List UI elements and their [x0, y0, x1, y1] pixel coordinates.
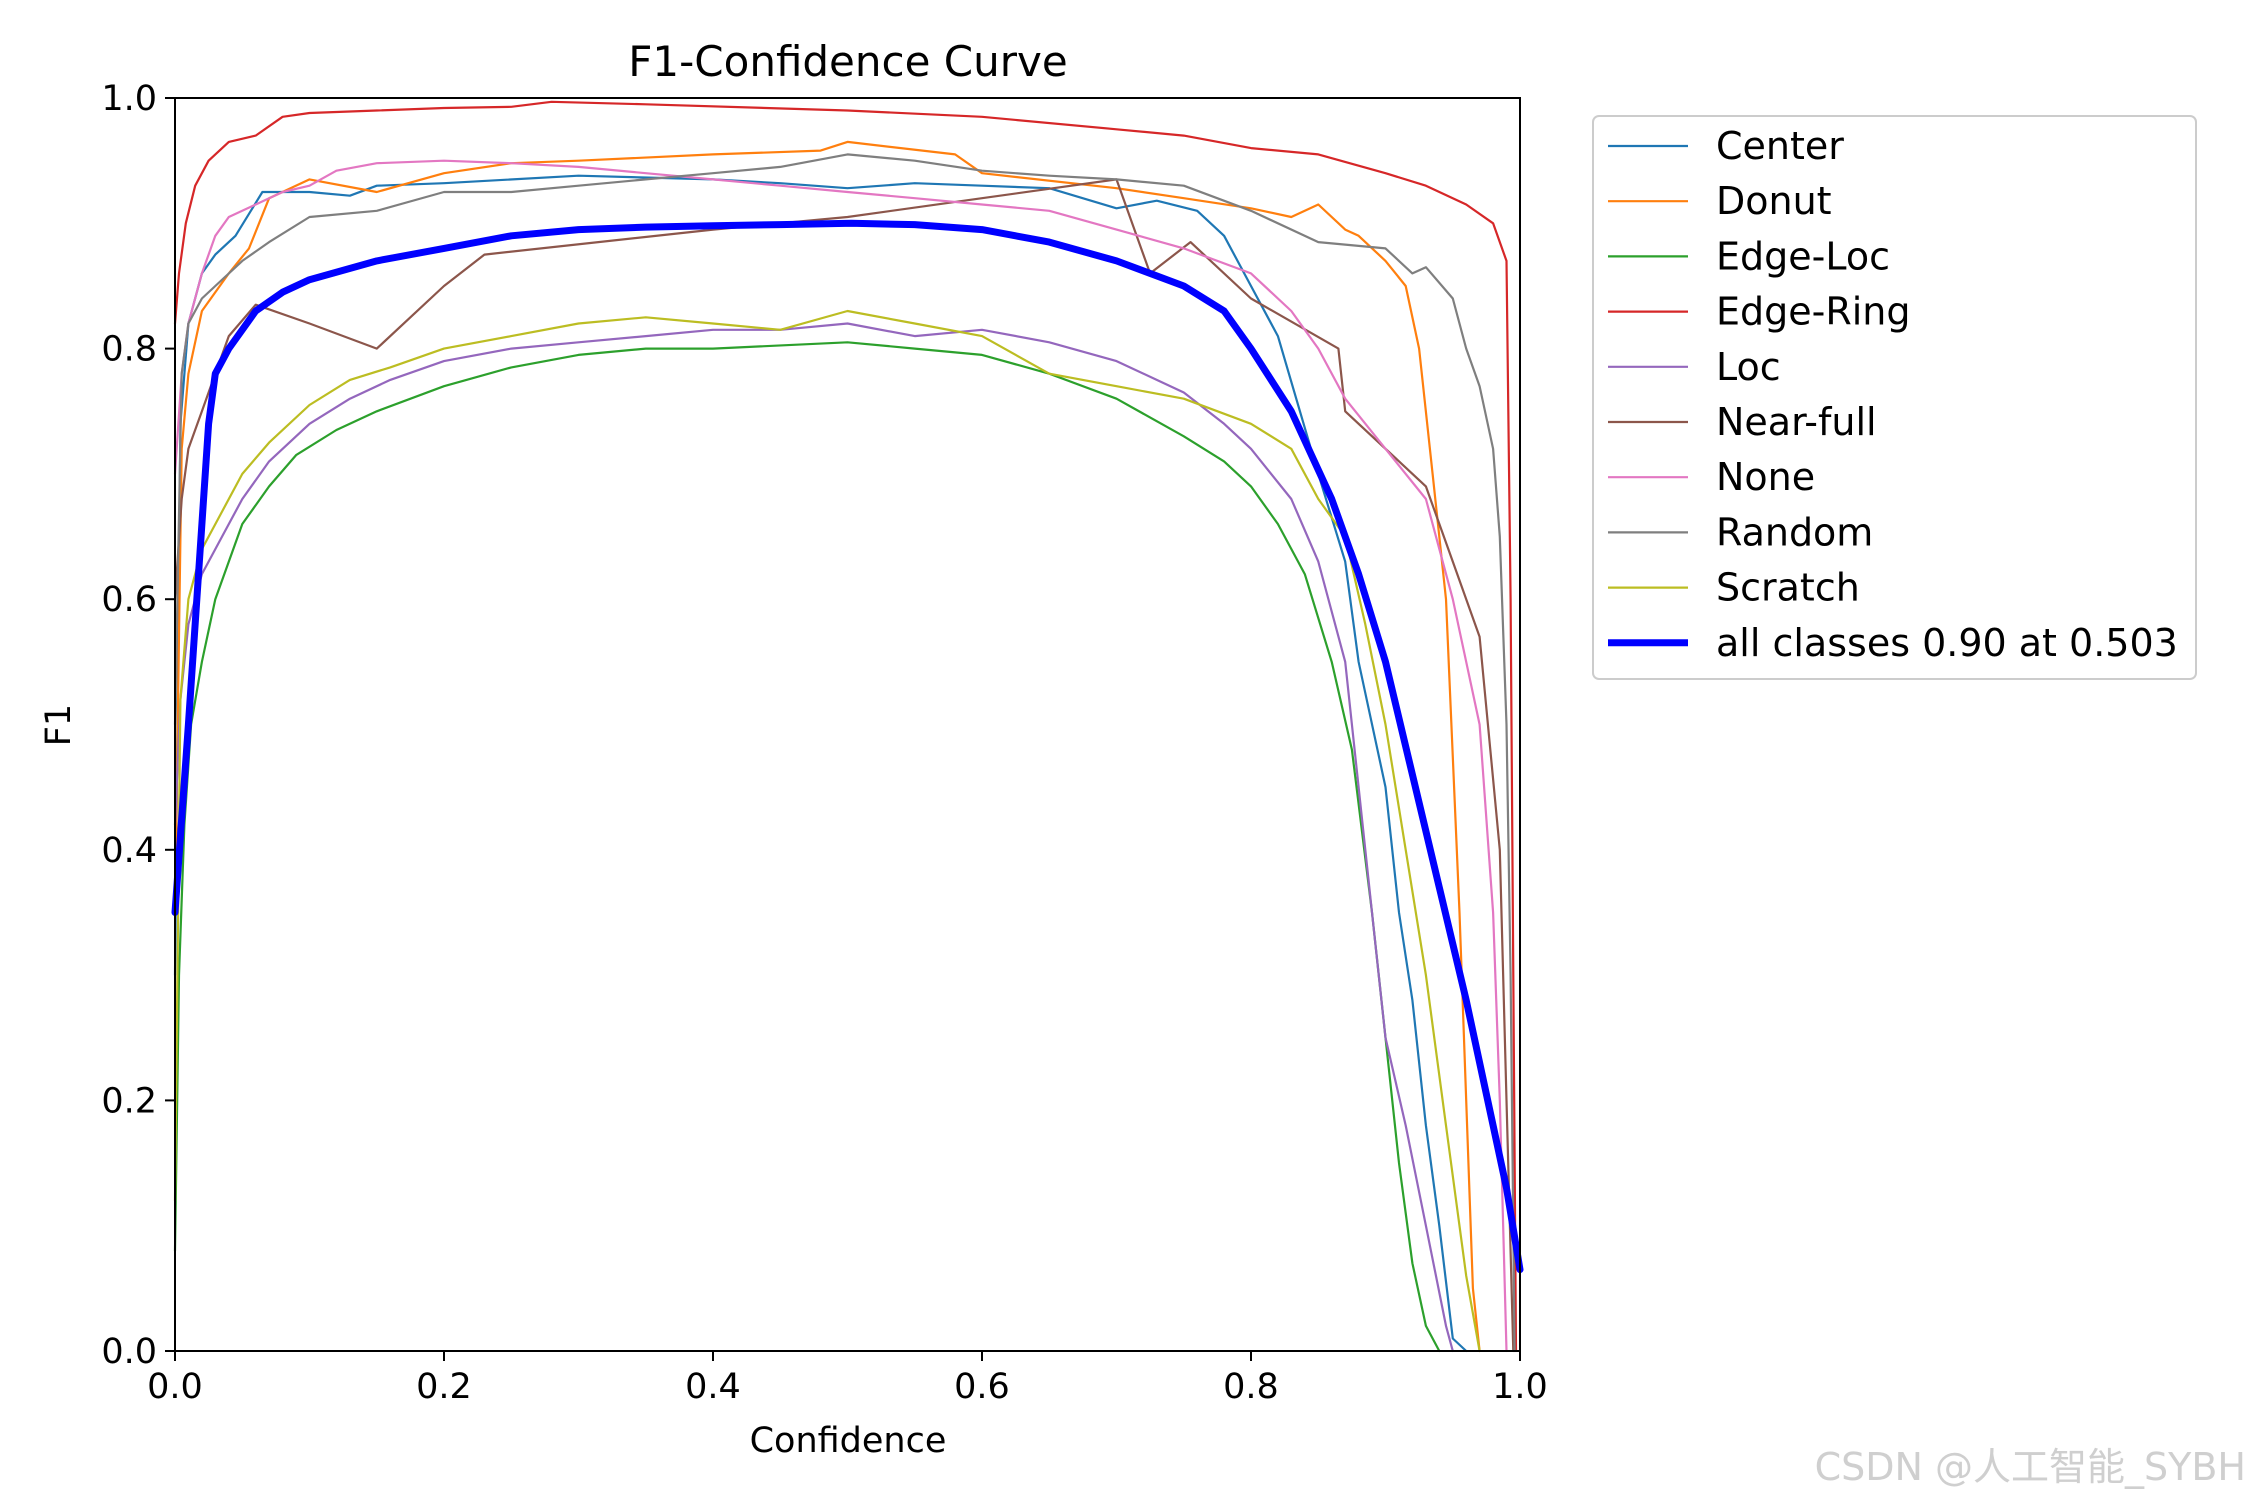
series-line-random — [173, 153, 1516, 1353]
series-line-near-full — [173, 178, 1515, 1353]
y-axis-ticks: 0.0 0.2 0.4 0.6 0.8 1.0 — [101, 79, 175, 1372]
x-tick-label: 0.4 — [685, 1367, 741, 1407]
x-axis-label: Confidence — [750, 1421, 947, 1461]
x-tick-label: 0.8 — [1223, 1367, 1279, 1407]
legend-label-scratch: Scratch — [1716, 566, 1860, 610]
series-line-all-classes-0-90-at-0-503 — [171, 219, 1524, 1274]
y-tick-label: 0.8 — [101, 330, 157, 370]
watermark-text: CSDN @人工智能_SYBH — [1815, 1445, 2246, 1489]
y-tick-label: 1.0 — [101, 79, 157, 119]
legend-label-random: Random — [1716, 510, 1873, 554]
legend: Center Donut Edge-Loc Edge-Ring Loc Near-full… — [1592, 115, 2197, 680]
legend-label-edge-ring: Edge-Ring — [1716, 290, 1911, 334]
legend-label-none: None — [1716, 455, 1815, 499]
series-line-donut — [173, 140, 1481, 1353]
legend-label-center: Center — [1716, 124, 1844, 168]
chart-title: F1-Confidence Curve — [628, 37, 1067, 86]
x-tick-label: 0.2 — [416, 1367, 472, 1407]
x-tick-label: 0.0 — [147, 1367, 203, 1407]
legend-label-near-full: Near-full — [1716, 400, 1877, 444]
series-line-scratch — [173, 309, 1481, 1353]
series-line-none — [173, 159, 1508, 1353]
y-tick-label: 0.6 — [101, 580, 157, 620]
x-axis-ticks: 0.0 0.2 0.4 0.6 0.8 1.0 — [147, 1351, 1548, 1407]
series-line-edge-ring — [173, 100, 1518, 1353]
x-tick-label: 1.0 — [1492, 1367, 1548, 1407]
legend-label-loc: Loc — [1716, 345, 1781, 389]
series-line-edge-loc — [173, 341, 1441, 1353]
y-tick-label: 0.4 — [101, 831, 157, 871]
legend-box — [1592, 115, 2197, 680]
y-tick-label: 0.2 — [101, 1081, 157, 1121]
series-line-loc — [173, 322, 1454, 1353]
legend-label-edge-loc: Edge-Loc — [1716, 234, 1890, 278]
x-tick-label: 0.6 — [954, 1367, 1010, 1407]
y-axis-label: F1 — [39, 704, 79, 746]
series-line-center — [173, 174, 1468, 1353]
series-lines — [171, 100, 1524, 1353]
plot-frame — [174, 97, 1521, 1352]
y-tick-label: 0.0 — [101, 1332, 157, 1372]
legend-label-donut: Donut — [1716, 179, 1832, 223]
legend-label-all-classes-0-90-at-0-503: all classes 0.90 at 0.503 — [1716, 621, 2178, 665]
